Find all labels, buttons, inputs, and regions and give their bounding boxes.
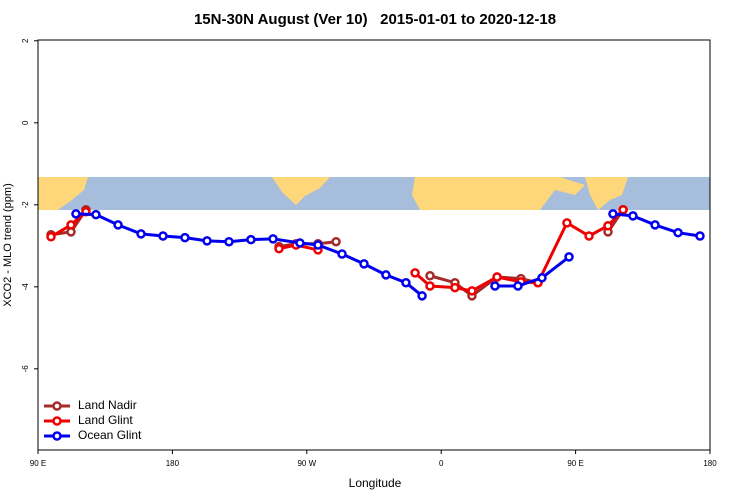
x-tick-label: 90 E [567, 459, 583, 468]
series-line [75, 212, 424, 298]
y-axis-label: XCO2 - MLO trend (ppm) [2, 183, 14, 306]
world-map-strip [38, 177, 710, 210]
x-tick-label: 90 W [297, 459, 316, 468]
data-point [401, 277, 411, 288]
data-point [46, 232, 56, 242]
data-point [331, 236, 341, 247]
data-point [202, 236, 212, 246]
x-axis-label: Longitude [349, 476, 402, 490]
data-point [337, 249, 347, 259]
data-point [450, 282, 460, 293]
data-point [158, 231, 168, 241]
land [412, 177, 585, 210]
data-point [492, 272, 502, 282]
data-point [180, 232, 190, 243]
data-point [417, 291, 427, 301]
x-tick-label: 180 [166, 459, 180, 468]
data-point [603, 220, 613, 231]
x-tick-label: 0 [439, 459, 444, 468]
data-point [91, 209, 101, 220]
legend-label: Land Glint [78, 413, 133, 427]
data-point [618, 204, 628, 215]
y-tick-label: -2 [21, 201, 30, 209]
data-point [650, 220, 660, 230]
data-point [537, 273, 547, 283]
data-point [113, 220, 123, 230]
data-point [136, 229, 146, 239]
land [272, 177, 330, 205]
data-point [513, 281, 523, 291]
y-tick-label: -4 [21, 283, 30, 291]
chart-title: 15N-30N August (Ver 10) 2015-01-01 to 20… [194, 11, 556, 28]
x-tick-label: 180 [703, 459, 717, 468]
data-point [608, 209, 618, 219]
data-point [695, 231, 705, 241]
data-point [425, 271, 435, 281]
y-tick-label: 2 [21, 38, 30, 43]
legend-marker [52, 401, 62, 411]
data-point [562, 218, 572, 228]
data-point [381, 270, 391, 280]
data-point [246, 234, 256, 245]
data-point [490, 281, 500, 291]
data-point [410, 268, 420, 278]
data-point [268, 234, 278, 244]
data-point [295, 238, 305, 248]
data-point [584, 231, 594, 241]
data-point [71, 209, 81, 219]
y-tick-label: 0 [21, 120, 30, 125]
legend-label: Land Nadir [78, 398, 137, 412]
legend-label: Ocean Glint [78, 428, 142, 442]
data-point [359, 259, 369, 269]
x-tick-label: 90 E [30, 459, 46, 468]
data-point [673, 227, 683, 238]
data-point [564, 252, 574, 262]
land [38, 177, 88, 210]
data-point [66, 220, 76, 230]
data-point [467, 286, 477, 296]
legend-marker [52, 431, 62, 441]
data-point [224, 236, 234, 247]
data-point [628, 211, 638, 221]
series-line [494, 255, 570, 288]
plot-frame [37, 39, 711, 451]
legend-marker [52, 416, 62, 426]
data-point [313, 240, 323, 250]
data-point [274, 243, 284, 254]
land [585, 177, 628, 210]
y-tick-label: -6 [21, 365, 30, 373]
data-point [425, 281, 435, 291]
